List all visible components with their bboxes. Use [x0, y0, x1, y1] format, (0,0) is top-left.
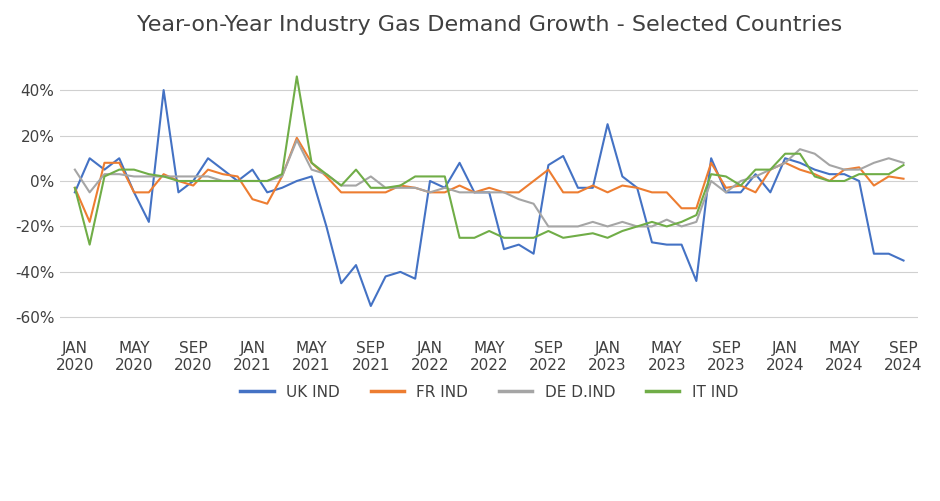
UK IND: [454, 160, 465, 166]
UK IND: [99, 167, 110, 173]
DE D.IND: [291, 137, 303, 143]
UK IND: [114, 155, 125, 161]
IT IND: [114, 167, 125, 173]
IT IND: [454, 235, 465, 241]
FR IND: [114, 160, 125, 166]
IT IND: [70, 185, 81, 191]
UK IND: [70, 189, 81, 195]
Line: IT IND: IT IND: [75, 77, 903, 244]
UK IND: [158, 87, 169, 93]
Title: Year-on-Year Industry Gas Demand Growth - Selected Countries: Year-on-Year Industry Gas Demand Growth …: [136, 15, 842, 35]
FR IND: [321, 173, 332, 179]
DE D.IND: [898, 160, 909, 166]
IT IND: [291, 74, 303, 80]
UK IND: [898, 258, 909, 264]
DE D.IND: [439, 185, 450, 191]
UK IND: [306, 173, 318, 179]
DE D.IND: [306, 167, 318, 173]
FR IND: [291, 135, 303, 141]
Line: UK IND: UK IND: [75, 90, 903, 306]
FR IND: [84, 219, 95, 225]
Line: FR IND: FR IND: [75, 138, 903, 222]
IT IND: [676, 219, 687, 225]
IT IND: [661, 223, 672, 229]
UK IND: [661, 241, 672, 247]
DE D.IND: [661, 216, 672, 222]
FR IND: [661, 189, 672, 195]
FR IND: [898, 176, 909, 182]
DE D.IND: [676, 223, 687, 229]
UK IND: [365, 303, 376, 309]
FR IND: [676, 205, 687, 211]
FR IND: [454, 182, 465, 188]
DE D.IND: [542, 223, 554, 229]
IT IND: [84, 241, 95, 247]
FR IND: [70, 185, 81, 191]
FR IND: [129, 189, 140, 195]
DE D.IND: [99, 171, 110, 177]
IT IND: [129, 167, 140, 173]
Line: DE D.IND: DE D.IND: [75, 140, 903, 226]
IT IND: [898, 162, 909, 168]
UK IND: [676, 241, 687, 247]
Legend: UK IND, FR IND, DE D.IND, IT IND: UK IND, FR IND, DE D.IND, IT IND: [234, 379, 744, 406]
DE D.IND: [114, 171, 125, 177]
DE D.IND: [70, 167, 81, 173]
IT IND: [321, 171, 332, 177]
